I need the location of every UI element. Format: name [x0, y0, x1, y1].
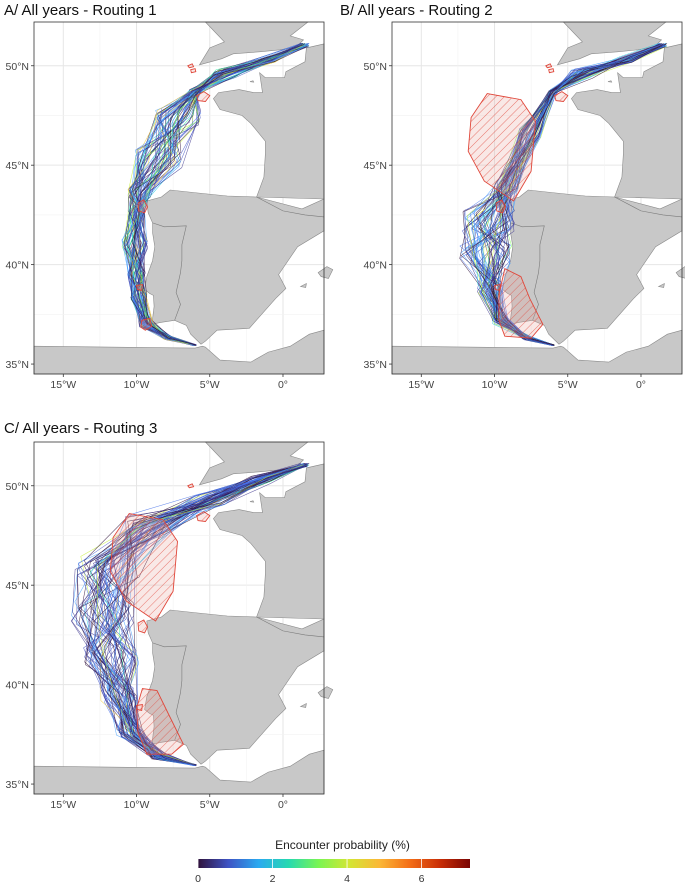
- restricted-zone: [196, 91, 211, 102]
- land-ibiza: [299, 282, 307, 288]
- map-panel-c: 50°N 45°N 40°N 35°N 15°W 10°W 5°W 0°: [6, 441, 334, 811]
- lat-tick-label: 50°N: [6, 61, 29, 73]
- map-border: [33, 21, 325, 375]
- legend-tick-label: 0: [195, 873, 201, 885]
- lat-tick-label: 35°N: [6, 359, 29, 371]
- lat-tick-label: 50°N: [364, 61, 387, 73]
- lon-tick-label: 10°W: [124, 799, 150, 811]
- lat-tick-label: 40°N: [364, 260, 387, 272]
- restricted-zone: [467, 93, 536, 202]
- land-france: [213, 43, 325, 200]
- map-frame-b: [391, 21, 685, 375]
- restricted-zone: [187, 483, 195, 489]
- panel-c-title: C/ All years - Routing 3: [4, 420, 158, 437]
- restricted-zone: [187, 63, 195, 69]
- legend-colorbar: [198, 859, 470, 868]
- restricted-zone: [545, 63, 553, 69]
- lon-tick-label: 10°W: [124, 379, 150, 391]
- vessel-route: [130, 45, 310, 346]
- panel-a-title: A/ All years - Routing 1: [4, 2, 157, 19]
- lat-tick-label: 40°N: [6, 680, 29, 692]
- lon-tick-label: 15°W: [50, 799, 76, 811]
- land-mallorca: [317, 686, 334, 699]
- map-panel-b: 50°N 45°N 40°N 35°N 15°W 10°W 5°W 0°: [364, 21, 685, 391]
- lon-tick-label: 15°W: [408, 379, 434, 391]
- vessel-route: [78, 464, 308, 766]
- land-britain: [198, 441, 309, 486]
- lon-tick-label: 15°W: [50, 379, 76, 391]
- lat-tick-label: 40°N: [6, 260, 29, 272]
- vessel-route: [89, 462, 305, 765]
- map-border: [391, 21, 683, 375]
- land-mallorca: [675, 266, 685, 279]
- panel-b: B/ All years - Routing 2 50°N 45°N 40°N 35°…: [340, 0, 685, 400]
- color-legend: 0 2 4 6: [195, 859, 470, 885]
- vessel-route: [124, 44, 305, 345]
- land-france: [571, 43, 683, 200]
- land-britain: [556, 21, 667, 66]
- panel-c: C/ All years - Routing 3 50°N 45°N 40°N 35°…: [0, 418, 340, 818]
- lon-tick-label: 5°W: [558, 379, 578, 391]
- lat-tick-label: 35°N: [6, 779, 29, 791]
- legend-tick-label: 6: [419, 873, 425, 885]
- restricted-zone: [135, 703, 143, 712]
- map-frame-c: [33, 441, 334, 795]
- land-mallorca: [317, 266, 334, 279]
- vessel-route: [128, 45, 303, 346]
- border-spain-portugal: [152, 642, 187, 741]
- restricted-zone: [137, 619, 149, 634]
- vessel-route: [127, 44, 303, 346]
- lat-tick-label: 45°N: [6, 160, 29, 172]
- lat-tick-label: 45°N: [364, 160, 387, 172]
- lon-tick-label: 0°: [278, 799, 288, 811]
- vessel-route: [129, 43, 302, 346]
- restricted-zone: [137, 199, 149, 214]
- land-jersey: [607, 80, 613, 83]
- lon-tick-label: 0°: [636, 379, 646, 391]
- border-spain-portugal: [510, 222, 545, 321]
- legend-tick-label: 4: [344, 873, 350, 885]
- restricted-zone: [140, 317, 153, 331]
- legend-title: Encounter probability (%): [275, 838, 410, 852]
- land-france: [213, 463, 325, 620]
- restricted-zone: [109, 513, 178, 622]
- lat-tick-label: 45°N: [6, 580, 29, 592]
- restricted-zone: [548, 68, 555, 74]
- restricted-zone: [493, 283, 501, 292]
- lon-tick-label: 0°: [278, 379, 288, 391]
- lat-tick-label: 35°N: [364, 359, 387, 371]
- vessel-route: [126, 45, 308, 345]
- land-jersey: [249, 80, 255, 83]
- vessel-route: [128, 42, 302, 346]
- legend-tick-label: 2: [270, 873, 276, 885]
- lon-tick-label: 5°W: [200, 799, 220, 811]
- lon-tick-label: 10°W: [482, 379, 508, 391]
- border-spain-portugal: [152, 222, 187, 321]
- land-britain: [198, 21, 309, 66]
- land-ibiza: [657, 282, 665, 288]
- restricted-zone: [498, 267, 544, 339]
- land-ibiza: [299, 702, 307, 708]
- restricted-zone: [136, 688, 184, 755]
- border-france-spain: [614, 196, 683, 218]
- border-france-spain: [256, 616, 325, 638]
- border-france-spain: [256, 196, 325, 218]
- map-frame-a: [33, 21, 334, 375]
- vessel-route: [78, 463, 307, 766]
- restricted-zone: [495, 199, 507, 214]
- restricted-zone: [135, 283, 143, 292]
- panel-b-title: B/ All years - Routing 2: [340, 2, 493, 19]
- map-panel-a: 50°N 45°N 40°N 35°N 15°W 10°W 5°W 0°: [6, 21, 334, 391]
- land-jersey: [249, 500, 255, 503]
- restricted-zone: [196, 511, 211, 522]
- vessel-route: [466, 45, 661, 346]
- restricted-zone: [554, 91, 569, 102]
- vessel-route: [94, 463, 302, 766]
- lat-tick-label: 50°N: [6, 481, 29, 493]
- panel-a: A/ All years - Routing 1 50°N 45°N 40°N 35°…: [0, 0, 340, 400]
- restricted-zone: [190, 68, 197, 74]
- lon-tick-label: 5°W: [200, 379, 220, 391]
- map-border: [33, 441, 325, 795]
